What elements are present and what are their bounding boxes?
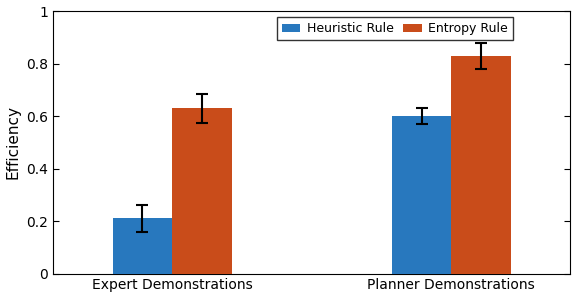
Bar (172, 108, 232, 274)
Legend: Heuristic Rule, Entropy Rule: Heuristic Rule, Entropy Rule (276, 17, 513, 40)
Y-axis label: Efficiency: Efficiency (6, 105, 21, 179)
Bar (452, 56, 511, 274)
Bar (112, 218, 172, 274)
Bar (392, 116, 452, 274)
